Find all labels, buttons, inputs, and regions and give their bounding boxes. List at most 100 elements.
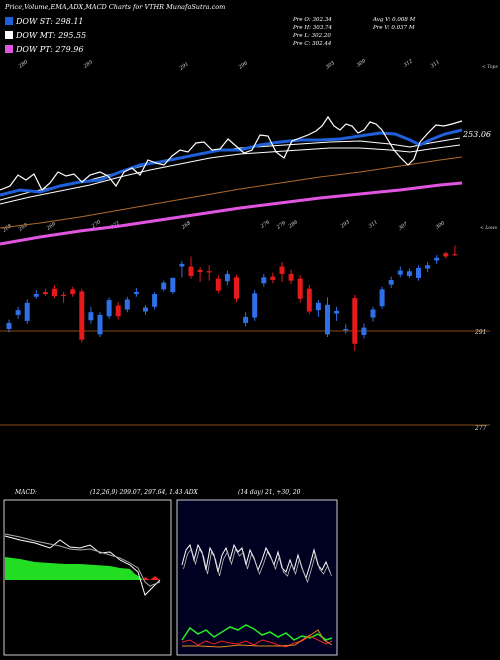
candle-body bbox=[197, 269, 203, 272]
candle-body bbox=[61, 294, 67, 297]
candle-body bbox=[406, 271, 412, 276]
ema-pt-line bbox=[0, 181, 463, 246]
ema-long-line bbox=[0, 156, 463, 229]
candle-body bbox=[343, 328, 349, 331]
candle-body bbox=[234, 277, 239, 299]
candle-body bbox=[88, 312, 94, 321]
adx-frame bbox=[176, 499, 338, 656]
ema-mt-line-b bbox=[0, 144, 461, 205]
tops-label-value: 312 bbox=[403, 58, 414, 68]
tops-label-value: 285 bbox=[82, 59, 94, 70]
macd-histogram-negative bbox=[143, 576, 160, 580]
candle-body bbox=[297, 278, 303, 299]
candle-body bbox=[52, 288, 57, 297]
adx-line-shadow bbox=[183, 547, 332, 584]
ohlc-high: Pre H: 303.74 bbox=[292, 25, 332, 31]
candle-body bbox=[243, 316, 249, 323]
tops-label-value: 291 bbox=[178, 61, 190, 72]
lows-label: < Lows bbox=[480, 225, 498, 231]
lows-label-value: 269 bbox=[17, 222, 30, 233]
macd-values: (12,26,9) 299.07, 297.64, 1.43 ADX bbox=[90, 489, 199, 496]
lows-label-value: 276 bbox=[259, 219, 272, 230]
tops-label-value: 280 bbox=[17, 59, 30, 70]
lows-label-value: 307 bbox=[398, 221, 410, 232]
lows-label-value: 279 bbox=[275, 220, 288, 231]
candle-body bbox=[334, 310, 340, 314]
candle-body bbox=[6, 322, 12, 329]
candle-body bbox=[42, 292, 48, 295]
tops-label-value: 296 bbox=[237, 60, 250, 71]
candle-body bbox=[97, 314, 103, 335]
candle-body bbox=[370, 309, 376, 318]
adx-minus-di-line bbox=[181, 635, 333, 648]
legend-swatch-st bbox=[5, 17, 13, 25]
macd-histogram bbox=[5, 557, 143, 580]
candle-body bbox=[33, 294, 39, 297]
price-line bbox=[0, 115, 463, 191]
candle-body bbox=[416, 267, 421, 278]
candle-body bbox=[270, 276, 276, 280]
candle-body bbox=[179, 263, 185, 267]
tops-label-value: 309 bbox=[356, 58, 368, 69]
candle-body bbox=[443, 253, 449, 257]
adx-values: (14 day) 21, +30, 20 bbox=[238, 489, 301, 496]
guide-label-291: 291 bbox=[474, 329, 486, 336]
lows-label-value: 268 bbox=[1, 223, 13, 234]
candle-body bbox=[170, 277, 176, 293]
ohlc-close: Pre C: 302.44 bbox=[292, 41, 332, 47]
candle-body bbox=[215, 278, 221, 291]
legend-st: DOW ST: 298.11 bbox=[15, 17, 84, 26]
chart-title: Price,Volume,EMA,ADX,MACD Charts for VTH… bbox=[4, 3, 225, 11]
upper-price-label: 253.06 bbox=[462, 130, 491, 139]
macd-panel bbox=[3, 499, 172, 656]
legend-mt: DOW MT: 295.55 bbox=[15, 31, 86, 40]
candle-body bbox=[379, 289, 385, 307]
upper-panel: < Tops < Lows 280 285 291 296 303 309 312 311 2… bbox=[0, 58, 498, 246]
candle-body bbox=[115, 305, 121, 317]
candle-body bbox=[388, 279, 394, 285]
lows-label-value: 300 bbox=[435, 220, 447, 231]
ohlc-low: Pre L: 302.20 bbox=[292, 33, 331, 39]
legend-swatch-mt bbox=[5, 31, 13, 39]
candle-body bbox=[133, 292, 139, 295]
tops-label-value: 311 bbox=[430, 59, 441, 69]
candle-body bbox=[206, 271, 212, 273]
candle-body bbox=[106, 300, 112, 317]
macd-line bbox=[4, 535, 161, 596]
candle-panel: 291 277 bbox=[0, 245, 490, 432]
adx-panel bbox=[176, 499, 338, 656]
lows-label-value: 293 bbox=[339, 219, 351, 230]
lows-label-value: 269 bbox=[45, 221, 58, 232]
tops-label-value: 303 bbox=[325, 60, 336, 70]
candle-body bbox=[143, 307, 148, 312]
candle-body bbox=[24, 302, 30, 321]
adx-trend-line bbox=[182, 629, 333, 648]
candle-body bbox=[397, 270, 403, 275]
candle-body bbox=[306, 288, 312, 312]
candle-body bbox=[261, 277, 267, 284]
ohlc-open: Pre O: 302.34 bbox=[292, 17, 332, 23]
candle-body bbox=[161, 282, 167, 290]
candle-body bbox=[279, 266, 285, 274]
tops-label: < Tops bbox=[482, 64, 498, 70]
candle-body bbox=[152, 294, 158, 307]
candle-body bbox=[325, 304, 330, 335]
candle-body bbox=[79, 291, 85, 340]
lows-label-value: 268 bbox=[180, 220, 192, 231]
lows-label-value: 286 bbox=[287, 219, 300, 230]
macd-label: MACD: bbox=[14, 489, 37, 496]
candle-body bbox=[224, 273, 230, 282]
macd-signal-line bbox=[4, 533, 161, 587]
candles bbox=[6, 245, 458, 352]
candle-body bbox=[252, 293, 258, 318]
pre-volume: Pre V: 0.037 M bbox=[372, 25, 415, 31]
legend-swatch-pt bbox=[5, 45, 13, 53]
candle-body bbox=[188, 266, 194, 276]
lows-label-value: 270 bbox=[90, 219, 103, 230]
lows-label-value: 311 bbox=[368, 219, 379, 229]
candle-body bbox=[361, 327, 367, 336]
legend-pt: DOW PT: 279.96 bbox=[15, 45, 83, 54]
tops-labels: 280 285 291 296 303 309 312 311 bbox=[17, 58, 441, 72]
candle-body bbox=[434, 257, 440, 261]
